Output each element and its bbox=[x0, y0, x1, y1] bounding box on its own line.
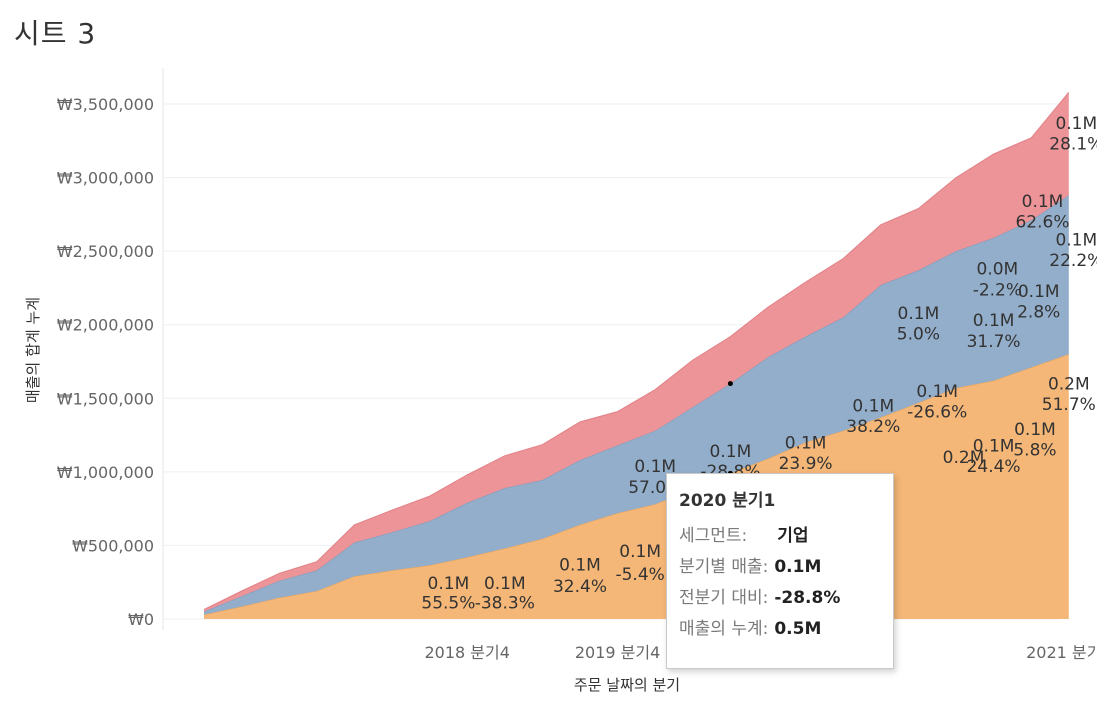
data-label: 38.2% bbox=[846, 417, 900, 437]
data-label: 28.1% bbox=[1049, 135, 1097, 155]
tooltip-label: 매출의 누계: bbox=[679, 619, 769, 639]
sheet-title: 시트 3 bbox=[14, 17, 97, 50]
data-label: -2.2% bbox=[973, 280, 1022, 300]
x-tick-label: 2019 분기4 bbox=[575, 643, 660, 662]
data-label: 31.7% bbox=[967, 332, 1021, 352]
data-label: 0.2M bbox=[1048, 374, 1090, 394]
tooltip-row-running-total: 매출의 누계: 0.5M bbox=[679, 614, 881, 645]
tooltip-label: 분기별 매출: bbox=[679, 557, 769, 577]
tooltip-row-segment: 세그먼트: 기업 bbox=[679, 521, 881, 552]
data-label: -38.3% bbox=[475, 594, 535, 614]
y-tick-label: ₩2,500,000 bbox=[57, 242, 154, 261]
area-series bbox=[203, 91, 1070, 619]
x-tick-label: 2018 분기4 bbox=[424, 643, 509, 662]
area-기업[interactable] bbox=[204, 195, 1069, 615]
data-label: 0.1M bbox=[1014, 420, 1056, 440]
data-label: 5.0% bbox=[897, 324, 940, 344]
data-label: 0.1M bbox=[973, 436, 1015, 456]
data-label: -26.6% bbox=[907, 402, 967, 422]
data-label: 0.0M bbox=[977, 260, 1019, 280]
data-labels: 0.1M55.5%0.1M-38.3%0.1M32.4%0.1M-5.4%0.2… bbox=[421, 114, 1097, 614]
data-label: 0.2M bbox=[943, 448, 985, 468]
y-tick-label: ₩500,000 bbox=[72, 536, 154, 555]
tooltip: 2020 분기1 세그먼트: 기업 분기별 매출: 0.1M 전분기 대비: -… bbox=[666, 473, 894, 669]
data-label: 5.8% bbox=[1013, 441, 1056, 461]
tooltip-value: 0.5M bbox=[774, 619, 822, 639]
area-edge-line bbox=[203, 91, 1070, 610]
data-label: 23.9% bbox=[779, 454, 833, 474]
data-label: 0.1M bbox=[619, 542, 661, 562]
tooltip-row-quarter-sales: 분기별 매출: 0.1M bbox=[679, 552, 881, 583]
tooltip-value: 기업 bbox=[777, 526, 809, 546]
data-label: 0.1M bbox=[710, 442, 752, 462]
tooltip-label: 전분기 대비: bbox=[679, 588, 769, 608]
tooltip-title: 2020 분기1 bbox=[679, 491, 776, 511]
data-label: 0.1M bbox=[484, 574, 526, 594]
y-axis-title: 매출의 합계 누계 bbox=[24, 297, 42, 403]
data-label: 0.1M bbox=[916, 382, 958, 402]
data-label: 0.1M bbox=[559, 555, 601, 575]
y-tick-label: ₩2,000,000 bbox=[57, 316, 154, 335]
data-label: 0.1M bbox=[1022, 192, 1064, 212]
y-tick-label: ₩3,000,000 bbox=[57, 169, 154, 188]
y-tick-label: ₩3,500,000 bbox=[57, 95, 154, 114]
tooltip-value: -28.8% bbox=[774, 588, 841, 608]
data-label: 0.1M bbox=[1055, 114, 1097, 134]
data-label: 0.1M bbox=[428, 574, 470, 594]
data-label: 0.1M bbox=[634, 457, 676, 477]
x-axis-ticks: 2018 분기4 2019 분기4 2021 분기4 bbox=[424, 643, 1097, 662]
data-label: 62.6% bbox=[1015, 213, 1069, 233]
tooltip-value: 0.1M bbox=[774, 557, 822, 577]
y-tick-label: ₩0 bbox=[128, 610, 154, 629]
data-label: -5.4% bbox=[615, 565, 664, 585]
highlight-point-top bbox=[727, 381, 733, 387]
data-label: 0.1M bbox=[1018, 282, 1060, 302]
y-tick-label: ₩1,500,000 bbox=[57, 389, 154, 408]
data-label: 0.1M bbox=[898, 304, 940, 324]
x-tick-label: 2021 분기4 bbox=[1026, 643, 1097, 662]
data-label: 24.4% bbox=[967, 457, 1021, 477]
x-axis-title: 주문 날짜의 분기 bbox=[574, 676, 680, 694]
data-label: 0.1M bbox=[785, 433, 827, 453]
data-label: 22.2% bbox=[1049, 251, 1097, 271]
data-label: 0.1M bbox=[1055, 230, 1097, 250]
data-label: 51.7% bbox=[1042, 395, 1096, 415]
data-label: 0.1M bbox=[852, 397, 894, 417]
y-tick-label: ₩1,000,000 bbox=[57, 463, 154, 482]
data-label: 32.4% bbox=[553, 577, 607, 597]
data-label: 0.1M bbox=[973, 311, 1015, 331]
data-label: 2.8% bbox=[1017, 302, 1060, 322]
data-label: 55.5% bbox=[421, 594, 475, 614]
y-axis-ticks: ₩0 ₩500,000 ₩1,000,000 ₩1,500,000 ₩2,000,000… bbox=[57, 95, 154, 629]
tooltip-row-qoq: 전분기 대비: -28.8% bbox=[679, 583, 881, 614]
tooltip-label: 세그먼트: bbox=[679, 526, 748, 546]
